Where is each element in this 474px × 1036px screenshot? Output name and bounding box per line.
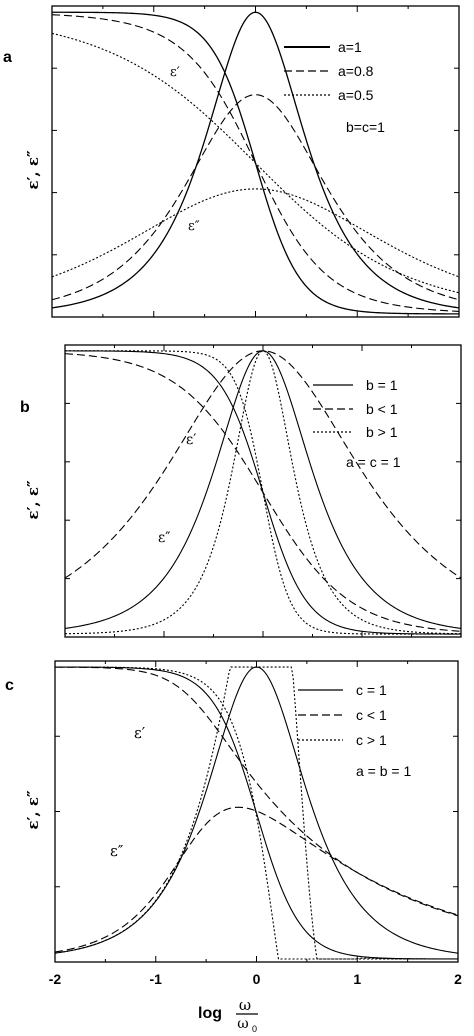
panel-c-legend-entry-1: c = 1 (356, 682, 387, 698)
panel-b: b ε′, ε″ ε′ ε″ b = 1 b < 1 b > 1 a = c =… (20, 344, 462, 638)
series-eps-imag-3 (54, 666, 458, 960)
panel-c-legend-note: a = b = 1 (356, 763, 411, 779)
panel-c-legend: c = 1 c < 1 c > 1 a = b = 1 (298, 682, 411, 779)
panel-c: c ε′, ε″ ε′ ε″ c = 1 c < 1 c > 1 a = b =… (5, 660, 462, 987)
series-eps-imag-1 (51, 11, 460, 309)
panel-c-label: c (5, 677, 14, 694)
x-tick-label: -2 (49, 971, 62, 987)
x-axis-fraction-denominator: ω (237, 1016, 248, 1032)
panel-a-eps-imag-label: ε″ (188, 219, 200, 234)
panel-b-legend-entry-1: b = 1 (366, 377, 398, 393)
series-eps-real-1 (55, 666, 458, 960)
x-tick-label: 2 (454, 971, 462, 987)
panel-a: a ε′, ε″ ε′ ε″ a=1 a=0.8 a=0.5 b=c=1 (3, 5, 460, 318)
panel-c-eps-imag-label: ε″ (110, 842, 124, 860)
series-eps-imag-1 (54, 666, 459, 954)
panel-a-eps-real-label: ε′ (170, 65, 180, 80)
panel-c-legend-entry-2: c < 1 (356, 707, 387, 723)
panel-a-ticks (51, 6, 460, 317)
panel-b-label: b (20, 399, 30, 416)
series-eps-imag-2 (64, 350, 462, 579)
series-eps-imag-2 (51, 94, 460, 301)
panel-b-series (64, 350, 462, 635)
x-tick-label: -1 (150, 971, 163, 987)
series-eps-real-3 (51, 32, 460, 294)
panel-c-legend-entry-3: c > 1 (356, 732, 387, 748)
x-axis-title: log ω ω 0 (198, 996, 258, 1034)
x-tick-label: 1 (353, 971, 361, 987)
panel-a-legend-entry-2: a=0.8 (338, 63, 374, 79)
series-eps-imag-3 (51, 188, 460, 278)
panel-b-legend: b = 1 b < 1 b > 1 a = c = 1 (313, 377, 401, 470)
panel-a-legend-entry-1: a=1 (338, 39, 362, 55)
panel-a-legend: a=1 a=0.8 a=0.5 b=c=1 (284, 39, 385, 135)
panel-a-series (51, 11, 460, 315)
panel-b-ylabel: ε′, ε″ (24, 480, 42, 520)
panel-c-series (54, 666, 459, 960)
panel-b-eps-real-label: ε′ (186, 432, 196, 448)
panel-c-ylabel: ε′, ε″ (24, 790, 42, 830)
panel-c-eps-real-label: ε′ (134, 724, 146, 742)
panel-b-eps-imag-label: ε″ (158, 530, 170, 546)
panel-a-legend-entry-3: a=0.5 (338, 87, 374, 103)
x-axis-fraction-subscript: 0 (252, 1024, 257, 1034)
series-eps-real-3 (65, 350, 461, 635)
x-axis-log-label: log (198, 1005, 222, 1022)
panel-a-label: a (3, 49, 12, 66)
x-tick-label: 0 (253, 971, 261, 987)
panel-c-ticks (54, 661, 459, 962)
panel-b-legend-entry-2: b < 1 (366, 401, 398, 417)
x-axis-fraction-numerator: ω (239, 996, 251, 1014)
panel-b-legend-note: a = c = 1 (346, 454, 401, 470)
panel-a-legend-note: b=c=1 (346, 119, 385, 135)
panel-b-ticks (64, 345, 462, 637)
series-eps-real-2 (54, 666, 459, 917)
panel-a-ylabel: ε′, ε″ (24, 150, 42, 190)
x-axis-tick-labels: -2 -1 0 1 2 (49, 971, 462, 987)
series-eps-real-3 (55, 666, 458, 960)
series-eps-imag-2 (54, 806, 459, 953)
panel-b-legend-entry-3: b > 1 (366, 424, 398, 440)
